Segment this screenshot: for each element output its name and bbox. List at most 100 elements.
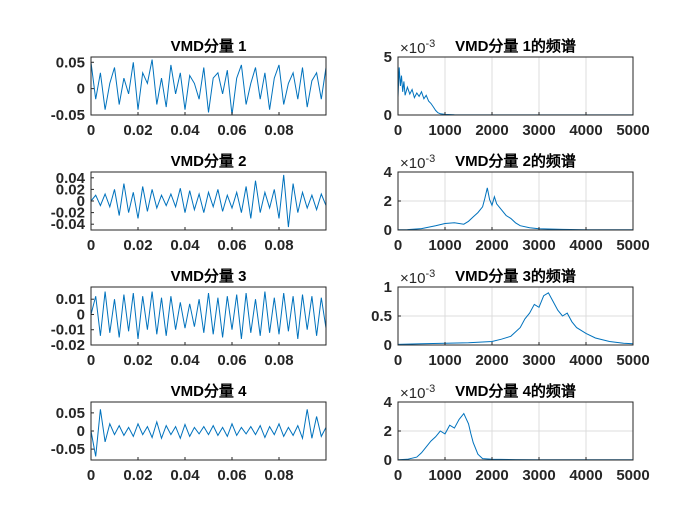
- y-tick-label: 0: [384, 222, 392, 239]
- y-tick-label: 0.5: [371, 308, 392, 325]
- series-line-0: [90, 174, 327, 228]
- x-tick-label: 1000: [428, 352, 461, 369]
- y-tick-label: 4: [384, 164, 393, 181]
- x-tick-label: 0: [87, 467, 95, 484]
- y-tick-label: -0.04: [51, 216, 86, 233]
- subplot-title: VMD分量 3: [171, 268, 247, 285]
- subplot-title: VMD分量 2: [171, 153, 247, 170]
- series-line-0: [90, 409, 327, 457]
- y-tick-label: 0.04: [56, 170, 86, 187]
- axis-exponent-label: ×10-3: [400, 38, 435, 57]
- x-tick-label: 5000: [616, 352, 649, 369]
- x-tick-label: 3000: [522, 122, 555, 139]
- x-tick-label: 0.02: [123, 352, 152, 369]
- subplot-title: VMD分量 2的频谱: [455, 152, 576, 170]
- x-tick-label: 4000: [569, 467, 602, 484]
- y-tick-label: -0.02: [51, 337, 85, 354]
- axis-exponent-label: ×10-3: [400, 383, 435, 402]
- x-tick-label: 0.02: [123, 467, 152, 484]
- series-line-0: [397, 187, 633, 231]
- x-tick-label: 0.08: [264, 237, 293, 254]
- axes-box: [90, 286, 327, 346]
- y-tick-label: 0: [77, 306, 85, 323]
- y-tick-label: 2: [384, 193, 392, 210]
- x-tick-label: 0.02: [123, 122, 152, 139]
- y-tick-label: -0.02: [51, 205, 85, 222]
- y-tick-label: 4: [384, 394, 393, 411]
- subplot-title: VMD分量 1的频谱: [455, 37, 576, 55]
- x-tick-label: 0.06: [217, 352, 246, 369]
- plot-area: [398, 57, 633, 115]
- x-tick-label: 0: [394, 237, 402, 254]
- x-tick-label: 0.06: [217, 237, 246, 254]
- x-tick-label: 0.04: [170, 467, 200, 484]
- series-line-0: [90, 291, 327, 339]
- series-line-0: [90, 59, 327, 116]
- y-tick-label: 0.02: [56, 181, 85, 198]
- panel-spec2: 0 1000 2000 3000 4000 5000 4 2 0 ×10-3 VMD分量 2的频谱: [384, 152, 650, 254]
- x-tick-label: 0: [394, 122, 402, 139]
- y-tick-label: 0.05: [56, 405, 85, 422]
- y-tick-label: -0.05: [51, 107, 85, 124]
- y-tick-label: 2: [384, 423, 392, 440]
- y-tick-label: 5: [384, 49, 392, 66]
- x-tick-label: 2000: [475, 352, 508, 369]
- y-tick-label: 0: [384, 337, 392, 354]
- x-tick-label: 0: [87, 237, 95, 254]
- subplot-title: VMD分量 1: [171, 38, 247, 55]
- y-tick-label: -0.05: [51, 441, 85, 458]
- axis-exponent-label: ×10-3: [400, 268, 435, 287]
- x-tick-label: 1000: [428, 237, 461, 254]
- x-tick-label: 0: [87, 352, 95, 369]
- axis-exponent-power: -3: [425, 268, 435, 280]
- x-tick-label: 0.08: [264, 122, 293, 139]
- y-tick-label: 0.01: [56, 291, 85, 308]
- y-tick-label: 0: [384, 107, 392, 124]
- x-tick-label: 0: [87, 122, 95, 139]
- x-tick-label: 0.08: [264, 467, 293, 484]
- y-tick-label: 0.05: [56, 54, 85, 71]
- x-tick-label: 4000: [569, 352, 602, 369]
- x-tick-label: 0.06: [217, 467, 246, 484]
- panel-spec4: 0 1000 2000 3000 4000 5000 4 2 0 ×10-3 VMD分量 4的频谱: [384, 382, 650, 484]
- y-tick-label: 0: [77, 423, 85, 440]
- axes-box: [397, 56, 634, 116]
- x-tick-label: 2000: [475, 122, 508, 139]
- axis-exponent-label: ×10-3: [400, 153, 435, 172]
- axis-exponent-power: -3: [425, 153, 435, 165]
- x-tick-label: 5000: [616, 237, 649, 254]
- panel-spec1: 0 1000 2000 3000 4000 5000 5 0 ×10-3 VMD分量 1的频谱: [384, 37, 650, 139]
- x-tick-label: 5000: [616, 122, 649, 139]
- axis-exponent-power: -3: [425, 38, 435, 50]
- x-tick-label: 4000: [569, 122, 602, 139]
- axis-exponent-power: -3: [425, 383, 435, 395]
- plot-area: [91, 172, 326, 230]
- y-tick-label: 0: [77, 193, 85, 210]
- x-tick-label: 0.02: [123, 237, 152, 254]
- x-tick-label: 0.06: [217, 122, 246, 139]
- series-line-0: [397, 412, 633, 461]
- x-tick-label: 4000: [569, 237, 602, 254]
- x-tick-label: 0.08: [264, 352, 293, 369]
- y-tick-label: 0: [77, 81, 85, 98]
- panel-vmd2: 0 0.02 0.04 0.06 0.080.040.020-0.02-0.04VMD分…: [51, 153, 327, 254]
- x-tick-label: 0: [394, 352, 402, 369]
- axes-box: [90, 56, 327, 116]
- series-line-0: [397, 292, 634, 345]
- y-tick-label: 1: [384, 279, 392, 296]
- x-tick-label: 1000: [428, 122, 461, 139]
- panel-spec3: 0 1000 2000 3000 4000 5000 1 0.5 0 ×10-3 VMD分量 3的频…: [371, 267, 650, 369]
- y-tick-label: 0: [384, 452, 392, 469]
- x-tick-label: 3000: [522, 467, 555, 484]
- x-tick-label: 2000: [475, 237, 508, 254]
- x-tick-label: 3000: [522, 237, 555, 254]
- x-tick-label: 0.04: [170, 122, 200, 139]
- x-tick-label: 2000: [475, 467, 508, 484]
- x-tick-label: 0.04: [170, 352, 200, 369]
- x-tick-label: 0: [394, 467, 402, 484]
- x-tick-label: 1000: [428, 467, 461, 484]
